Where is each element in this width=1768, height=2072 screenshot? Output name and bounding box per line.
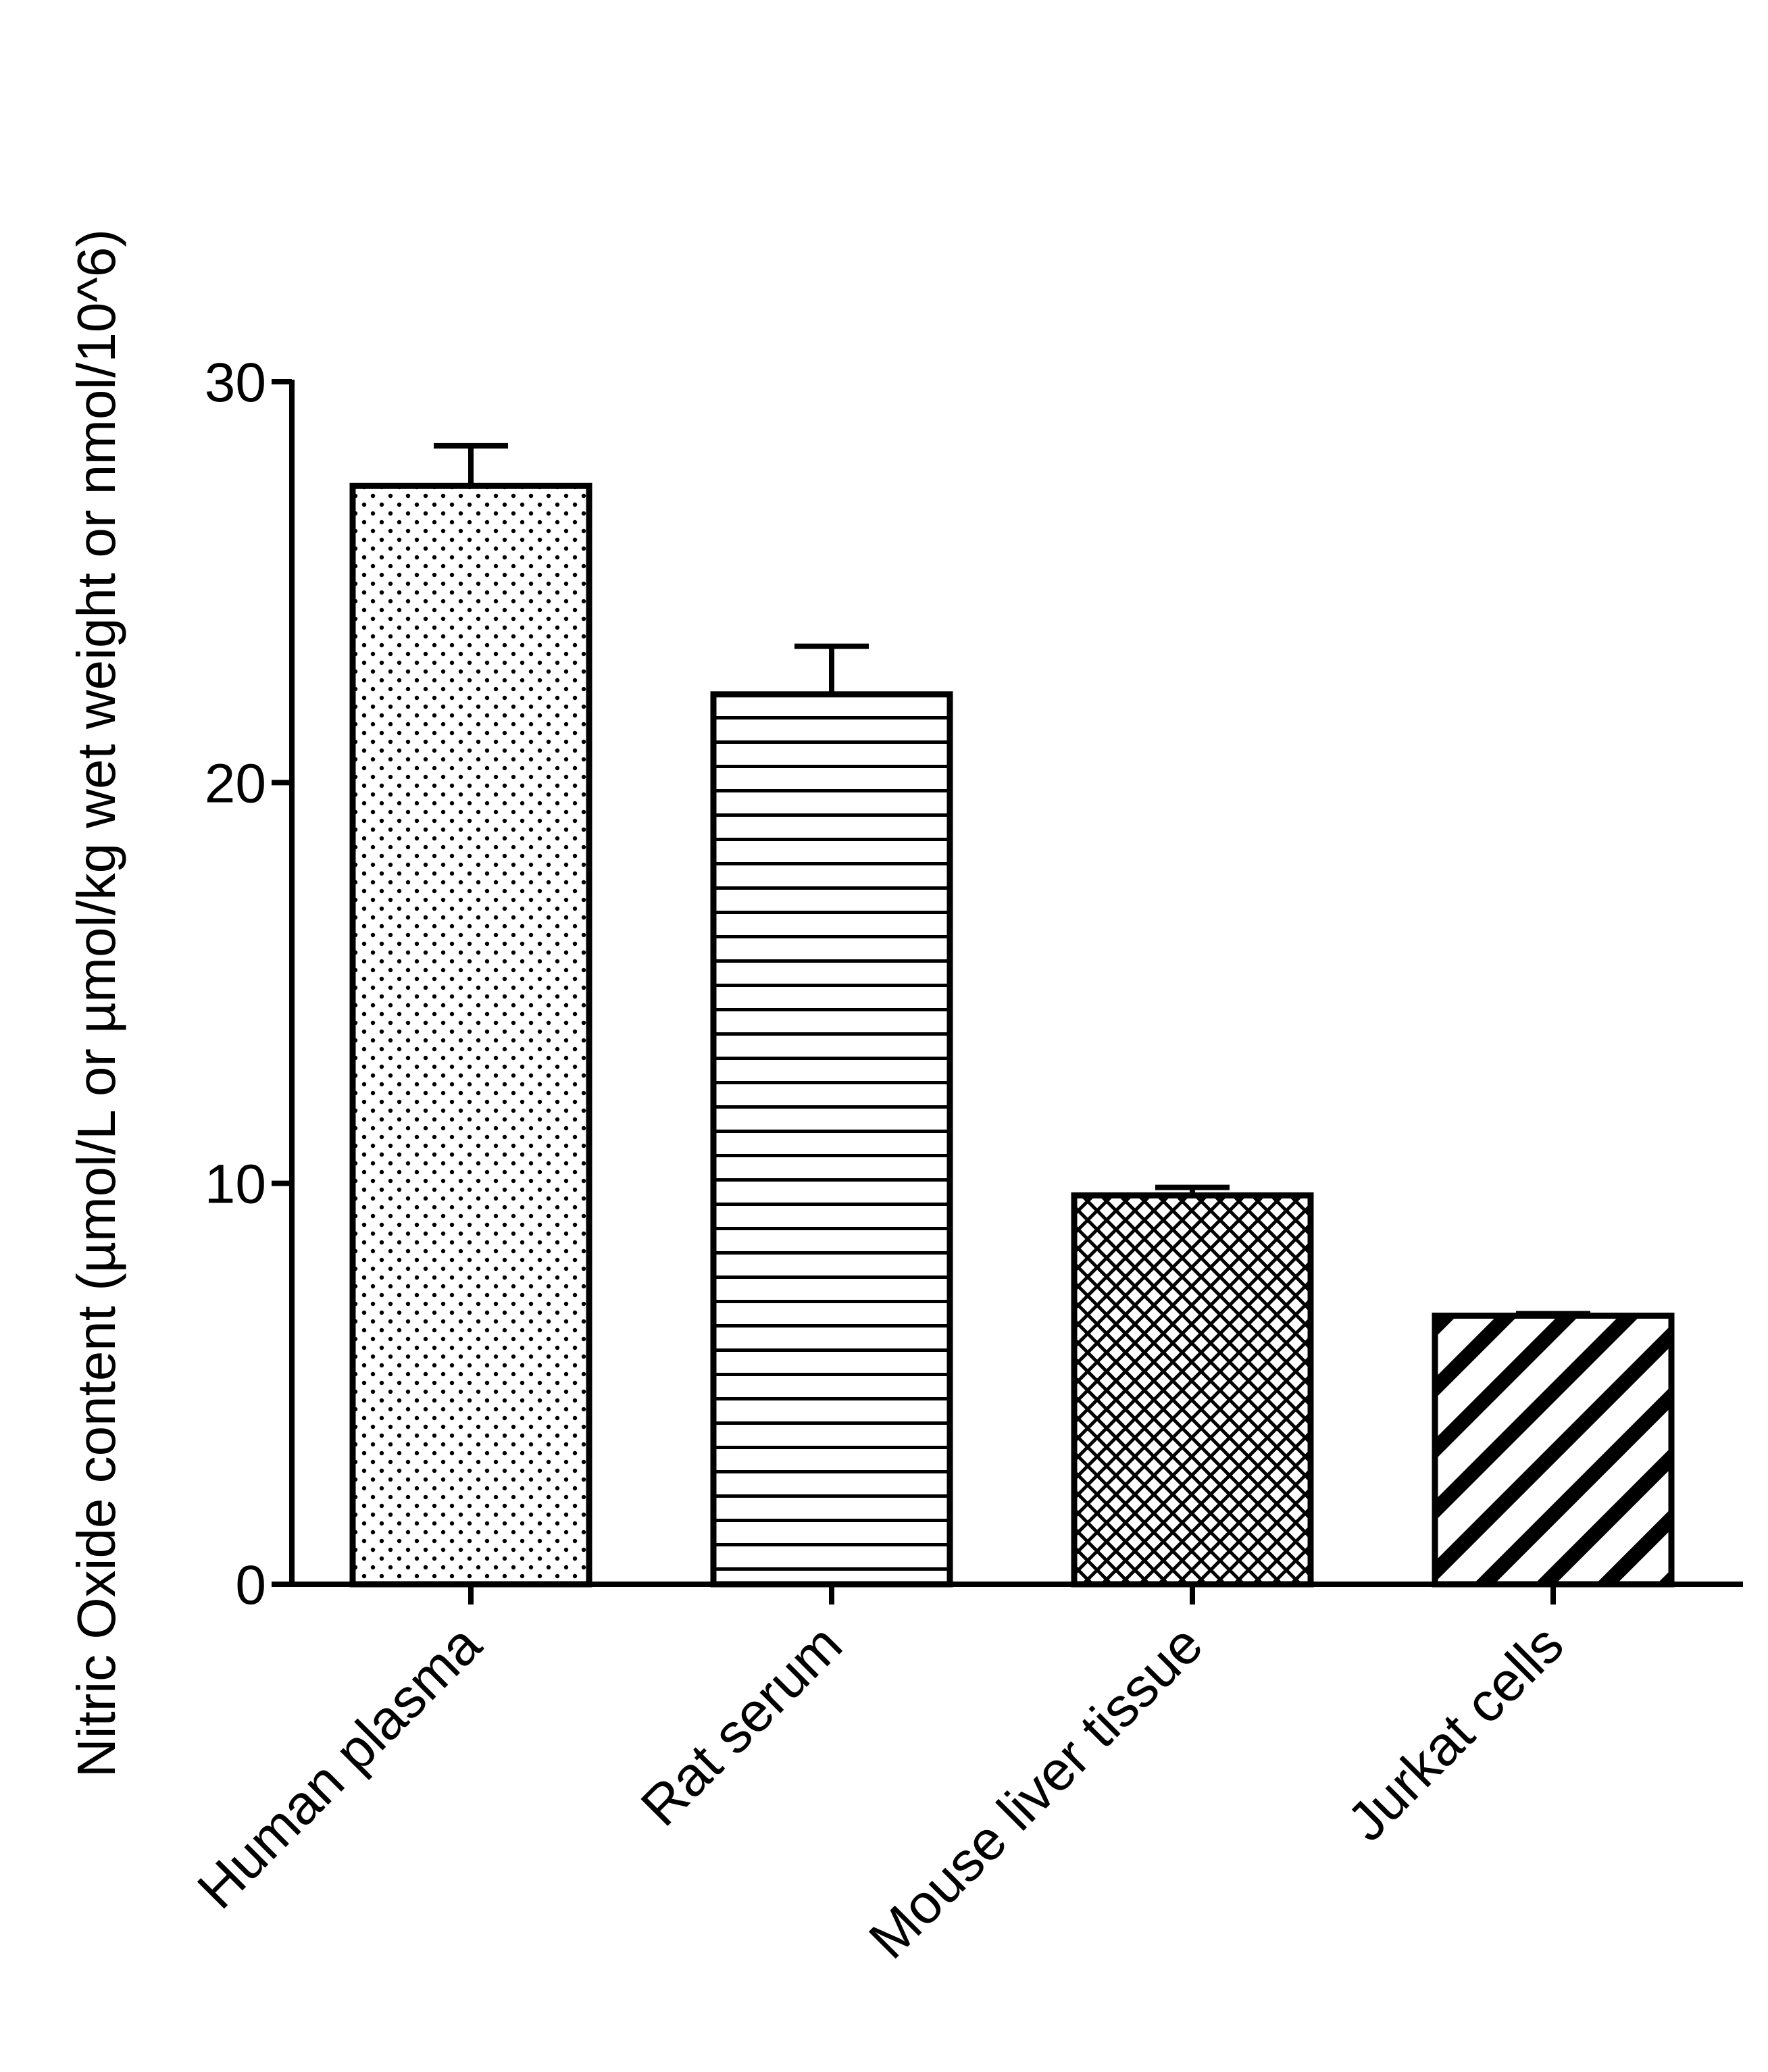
bar-jurkat-cells — [1432, 1312, 1675, 1588]
x-tick-label-jurkat-cells: Jurkat cells — [1336, 1613, 1575, 1852]
y-axis: 0 10 20 30 — [205, 352, 295, 1616]
x-axis: Human plasma Rat serum Mouse liver tissue J… — [186, 1582, 1743, 1971]
bar-human-plasma — [349, 482, 592, 1588]
y-tick-label: 20 — [205, 753, 266, 814]
x-tick-label-human-plasma: Human plasma — [186, 1613, 493, 1921]
bars-group — [349, 443, 1675, 1588]
x-tick-label-mouse-liver-tissue: Mouse liver tissue — [857, 1613, 1214, 1970]
y-tick-label: 0 — [235, 1555, 266, 1616]
y-axis-title: Nitric Oxide content (µmol/L or µmol/kg … — [66, 229, 126, 1777]
bar-mouse-liver-tissue — [1071, 1192, 1314, 1588]
x-tick-label-rat-serum: Rat serum — [630, 1613, 854, 1838]
bar-rat-serum — [710, 691, 953, 1588]
y-tick-label: 10 — [205, 1154, 266, 1215]
y-tick-label: 30 — [205, 352, 266, 413]
